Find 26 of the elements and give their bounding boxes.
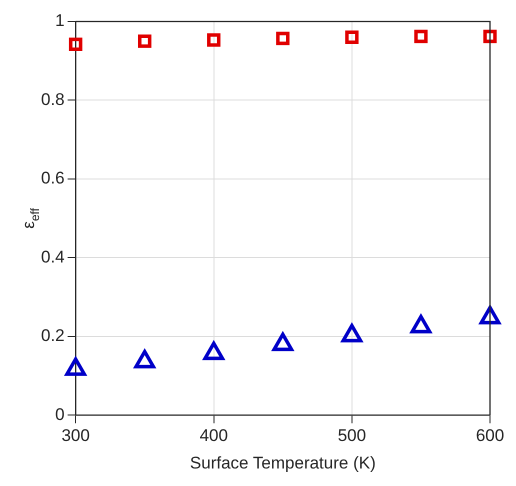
point (483, 30, 497, 44)
point (414, 30, 428, 44)
point (480, 306, 500, 324)
y-tick-label: 0.6 (40, 168, 65, 188)
y-axis-title: εeff (19, 207, 42, 229)
point (410, 314, 432, 334)
x-tick-label: 600 (476, 426, 504, 446)
x-axis-title: Surface Temperature (K) (190, 453, 376, 472)
point (65, 357, 86, 376)
point (345, 30, 359, 44)
x-tick-label: 300 (61, 426, 90, 446)
point (276, 32, 290, 46)
point (341, 324, 362, 342)
x-tick-label: 400 (200, 426, 228, 446)
point (68, 38, 82, 52)
x-tick-label: 500 (338, 426, 366, 446)
y-tick-label: 0.2 (40, 326, 65, 346)
y-tick-label: 1 (55, 11, 65, 30)
point (207, 33, 220, 47)
y-tick-label: 0 (55, 404, 65, 424)
point (134, 350, 156, 368)
point (138, 34, 152, 48)
point (203, 342, 224, 360)
y-tick-label: 0.4 (40, 247, 65, 266)
y-tick-label: 0.8 (40, 90, 65, 109)
point (272, 332, 294, 352)
